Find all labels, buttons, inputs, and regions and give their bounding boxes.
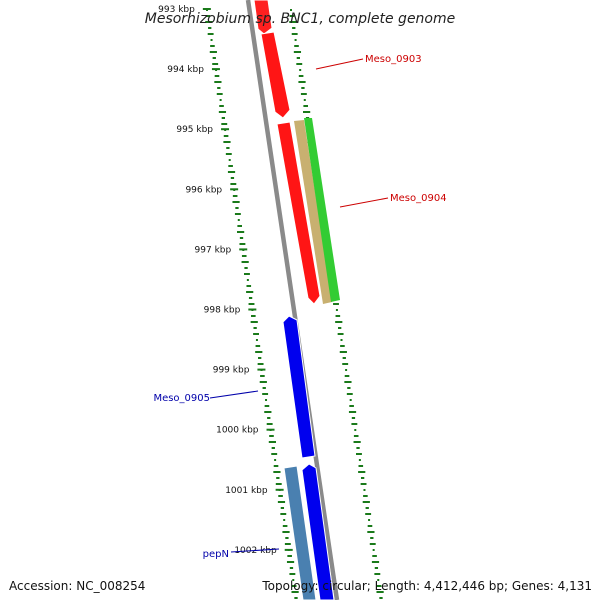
kbp-tick-label: 995 kbp (176, 125, 213, 135)
gene-meso-0905[interactable] (282, 315, 316, 459)
kbp-tick-label: 1001 kbp (225, 486, 268, 496)
accession-text: Accession: NC_008254 (9, 579, 146, 593)
feature-green[interactable] (304, 118, 340, 302)
gene-meso-0903[interactable] (260, 31, 291, 119)
genome-backbone (245, 0, 340, 600)
kbp-tick-label: 994 kbp (167, 65, 204, 75)
kbp-tick-label: 1000 kbp (216, 426, 259, 436)
gene-label-meso-0903[interactable]: Meso_0903 (365, 54, 422, 65)
gene-pepN[interactable] (301, 463, 335, 600)
map-title: Mesorhizobium sp. BNC1, complete genome (145, 11, 456, 27)
feature-steel[interactable] (283, 465, 317, 600)
gene-label-pepn[interactable]: pepN (203, 549, 229, 560)
gene-features (253, 0, 340, 600)
gene-meso-0904[interactable] (276, 121, 321, 305)
kbp-tick-label: 999 kbp (213, 366, 250, 376)
gene-label-meso-0904[interactable]: Meso_0904 (390, 193, 447, 204)
kbp-tick-label: 998 kbp (204, 306, 241, 316)
kbp-tick-label: 996 kbp (185, 185, 222, 195)
gene-label-meso-0905[interactable]: Meso_0905 (153, 393, 210, 404)
kbp-tick-label: 997 kbp (195, 245, 232, 255)
topology-summary: Topology: circular; Length: 4,412,446 bp… (262, 579, 592, 593)
kbp-tick-label: 993 kbp (158, 5, 195, 15)
gene-meso-0902[interactable] (253, 0, 273, 35)
gene-label-leaders (209, 58, 389, 553)
feature-tan[interactable] (294, 120, 332, 304)
